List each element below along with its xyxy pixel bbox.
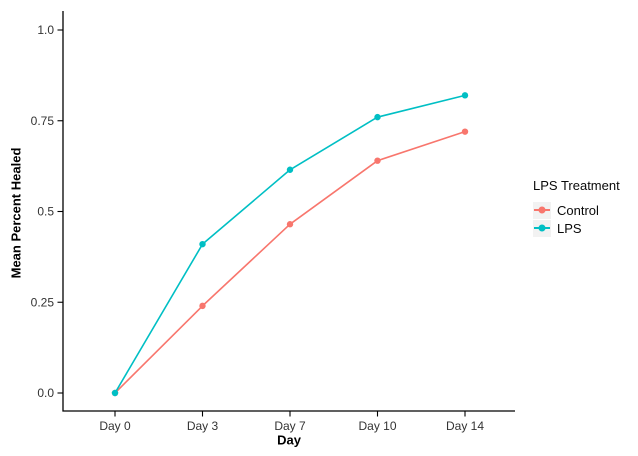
data-point-control — [461, 128, 469, 135]
y-tick-label: 0.0 — [37, 386, 54, 400]
legend-entry-lps: LPS — [533, 219, 620, 237]
y-tick-label: 0.25 — [31, 295, 55, 309]
y-axis-title: Mean Percent Healed — [8, 147, 24, 279]
data-point-lps — [199, 240, 206, 248]
x-tick-label: Day 7 — [274, 419, 306, 433]
x-axis-title: Day — [277, 432, 301, 448]
y-tick-label: 0.5 — [37, 205, 54, 219]
x-tick-label: Day 0 — [99, 419, 131, 433]
data-point-lps — [461, 92, 469, 99]
legend-title: LPS Treatment — [533, 178, 620, 193]
x-tick-label: Day 3 — [187, 419, 219, 433]
x-tick-label: Day 10 — [358, 419, 396, 433]
legend-key-dot — [538, 224, 546, 232]
axis-lines — [62, 11, 515, 412]
data-point-control — [199, 302, 206, 310]
legend-label-control: Control — [557, 202, 599, 218]
data-point-control — [374, 157, 381, 164]
x-tick-label: Day 14 — [446, 419, 484, 433]
y-tick-label: 1.0 — [37, 23, 54, 37]
data-point-lps — [286, 166, 294, 173]
data-point-control — [286, 221, 294, 228]
legend-label-lps: LPS — [557, 220, 582, 236]
data-point-lps — [374, 113, 381, 121]
legend-key-lps-icon — [533, 219, 551, 237]
legend-key-control-icon — [533, 201, 551, 219]
legend-key-dot — [538, 206, 546, 214]
legend-entry-control: Control — [533, 201, 620, 219]
legend: LPS Treatment Control LPS — [533, 178, 620, 237]
series-line-lps — [114, 94, 466, 394]
data-point-lps — [111, 389, 119, 397]
y-tick-label: 0.75 — [31, 114, 55, 128]
